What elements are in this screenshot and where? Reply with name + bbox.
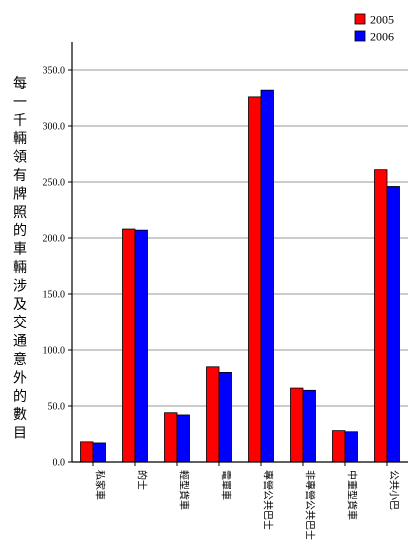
x-category-label: 專營公共巴士 xyxy=(262,470,275,530)
bars xyxy=(80,89,400,463)
legend-label: 2006 xyxy=(370,30,394,44)
y-tick-label: 100.0 xyxy=(43,346,66,357)
y-tick-label: 250.0 xyxy=(43,178,66,189)
x-category-label: 私家車 xyxy=(94,470,107,500)
x-category-label: 電單車 xyxy=(220,470,233,500)
x-category-label: 公共小巴 xyxy=(388,470,400,510)
legend-swatch-2006 xyxy=(354,30,366,42)
y-axis-title: 每一千輛領有牌照的車輛涉及交通意外的數目 xyxy=(13,76,27,442)
x-category-label: 的士 xyxy=(136,470,149,490)
x-category-label: 非專營公共巴士 xyxy=(304,470,317,540)
x-axis-category-labels: 私家車 的士 輕型貨車 電單車 專營公共巴士 非專營公共巴士 中重型貨車 公共小巴 xyxy=(94,470,400,540)
bar-2005-公共小巴 xyxy=(374,169,388,463)
x-category-label: 中重型貨車 xyxy=(346,470,359,520)
bar-2006-專營公共巴士 xyxy=(260,89,274,463)
legend: 2005 2006 xyxy=(354,13,394,44)
bar-2005-私家車 xyxy=(80,441,94,463)
legend-swatch-2005 xyxy=(354,13,366,25)
bar-2006-非專營公共巴士 xyxy=(302,389,316,463)
bar-2006-中重型貨車 xyxy=(344,431,358,463)
y-tick-label: 150.0 xyxy=(43,290,66,301)
bar-2005-非專營公共巴士 xyxy=(290,387,304,463)
x-category-label: 輕型貨車 xyxy=(178,470,191,510)
y-axis-label: 每一千輛領有牌照的車輛涉及交通意外的數目 xyxy=(13,76,27,442)
bar-2005-專營公共巴士 xyxy=(248,96,262,463)
bar-2005-的士 xyxy=(122,228,136,463)
legend-label: 2005 xyxy=(370,13,394,27)
y-axis-ticks: 0.0 50.0 100.0 150.0 200.0 250.0 300.0 350.0 xyxy=(43,66,72,469)
y-tick-label: 200.0 xyxy=(43,234,66,245)
bar-2005-輕型貨車 xyxy=(164,412,178,463)
bar-2005-電單車 xyxy=(206,366,220,463)
y-tick-label: 0.0 xyxy=(53,458,66,469)
bar-2005-中重型貨車 xyxy=(332,430,346,463)
y-tick-label: 300.0 xyxy=(43,122,66,133)
bar-2006-電單車 xyxy=(218,371,232,463)
bar-2006-公共小巴 xyxy=(386,186,400,463)
y-tick-label: 50.0 xyxy=(48,402,66,413)
bar-2006-的士 xyxy=(134,229,148,463)
y-tick-label: 350.0 xyxy=(43,66,66,77)
axes xyxy=(71,42,408,466)
bar-2006-私家車 xyxy=(92,442,106,463)
bar-2006-輕型貨車 xyxy=(176,414,190,463)
